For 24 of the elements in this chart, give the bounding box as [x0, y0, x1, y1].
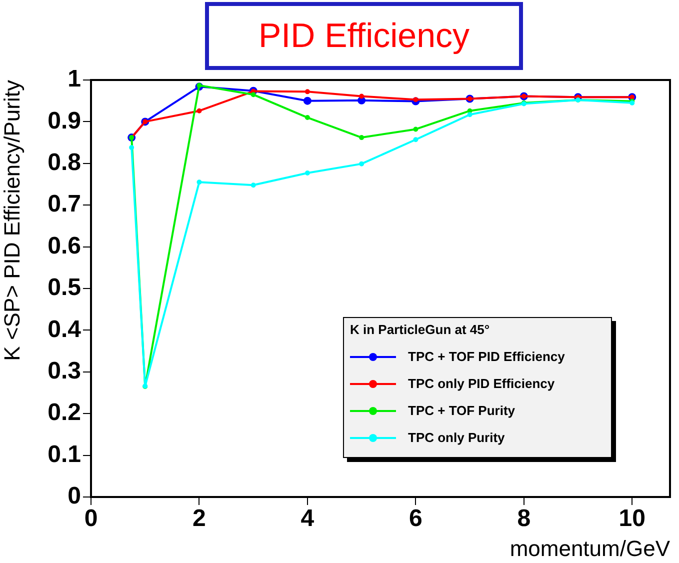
legend-label: TPC only PID Efficiency	[408, 376, 555, 391]
legend-label: TPC + TOF Purity	[408, 403, 516, 418]
x-tick-label: 8	[517, 505, 531, 532]
chart-title: PID Efficiency	[205, 2, 523, 70]
legend-label: TPC + TOF PID Efficiency	[408, 349, 565, 364]
y-tick-label: 0.3	[48, 358, 81, 385]
y-tick-label: 0.2	[48, 399, 81, 426]
x-tick-label: 10	[618, 505, 646, 532]
y-tick-label: 0	[68, 482, 81, 510]
y-tick-label: 0.1	[48, 440, 81, 468]
y-tick-label: 0.8	[48, 149, 81, 176]
x-tick-label: 6	[408, 505, 422, 532]
legend-label: TPC only Purity	[408, 430, 505, 445]
y-tick-label: 0.9	[48, 107, 81, 134]
y-tick-label: 0.6	[48, 232, 81, 260]
x-tick-label: 2	[192, 505, 206, 532]
x-tick-label: 4	[300, 505, 315, 532]
y-tick-label: 1	[68, 66, 81, 93]
legend-title: K in ParticleGun at 45°	[350, 322, 491, 337]
x-axis-title: momentum/GeV	[510, 536, 670, 561]
y-tick-label: 0.7	[48, 190, 81, 218]
y-tick-label: 0.4	[48, 316, 82, 343]
y-tick-label: 0.5	[48, 274, 81, 302]
y-axis-title: K <SP> PID Efficiency/Purity	[0, 80, 24, 361]
